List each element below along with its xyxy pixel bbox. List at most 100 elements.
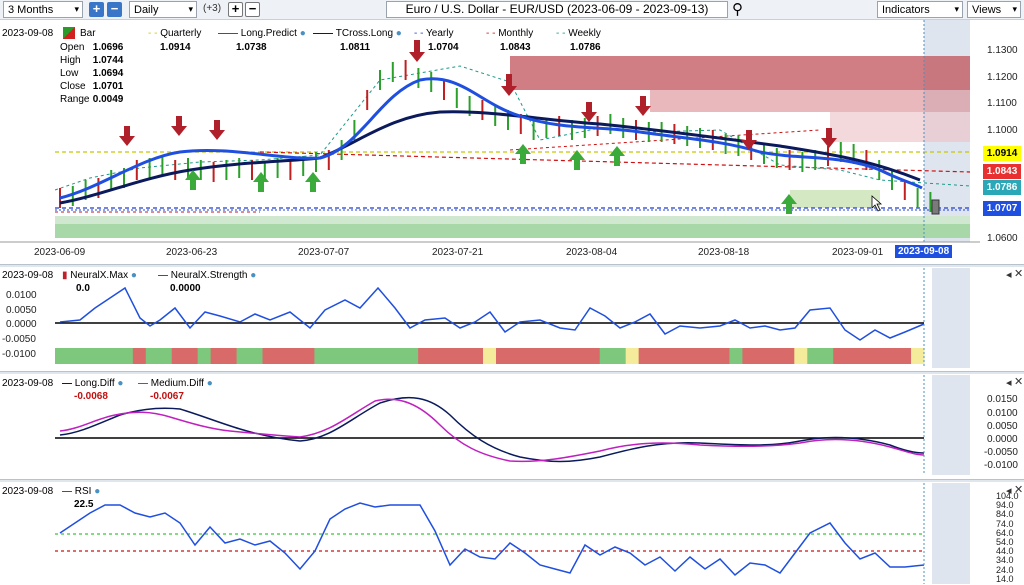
legend-swatch-icon: — bbox=[158, 270, 171, 281]
strength-cell bbox=[521, 348, 536, 364]
period-label: 3 Months bbox=[8, 4, 54, 16]
legend-value-weekly: 1.0786 bbox=[570, 42, 601, 53]
indicators-menu[interactable]: Indicators ▾ bbox=[877, 1, 963, 18]
strength-cell bbox=[781, 348, 795, 364]
strength-cell bbox=[275, 348, 289, 364]
collapse-icon[interactable]: ◂ bbox=[1006, 269, 1012, 281]
y-tick: 64.0 bbox=[996, 527, 1014, 538]
strength-cell bbox=[807, 348, 821, 364]
legend-neuralx-strength[interactable]: — NeuralX.Strength ● bbox=[158, 270, 256, 281]
close-icon[interactable]: ✕ bbox=[1014, 268, 1024, 280]
y-tick: 104.0 bbox=[996, 491, 1019, 501]
strength-cell bbox=[262, 348, 276, 364]
period-select[interactable]: 3 Months ▾ bbox=[3, 1, 83, 18]
close-icon[interactable]: ✕ bbox=[1014, 376, 1024, 388]
diff-chart[interactable] bbox=[0, 375, 1024, 481]
legend-medium-diff[interactable]: — Medium.Diff ● bbox=[138, 378, 213, 389]
collapse-icon[interactable]: ◂ bbox=[1006, 377, 1012, 389]
close-icon[interactable]: ✕ bbox=[1014, 484, 1024, 496]
settings-dot-icon[interactable]: ● bbox=[128, 270, 137, 281]
strength-cell bbox=[80, 348, 95, 364]
legend-rsi[interactable]: — RSI ● bbox=[62, 486, 100, 497]
rsi-chart[interactable] bbox=[0, 483, 1024, 585]
bar-type-icon[interactable] bbox=[63, 27, 75, 39]
legend-tcross-long[interactable]: —— TCross.Long ● bbox=[313, 27, 402, 40]
legend-neuralx-max[interactable]: ▮ NeuralX.Max ● bbox=[62, 270, 137, 281]
price-tag-yearly: 1.0707 bbox=[983, 201, 1021, 216]
y-tick: 0.0000 bbox=[987, 434, 1018, 445]
settings-dot-icon[interactable]: ● bbox=[91, 486, 101, 497]
y-tick: 24.0 bbox=[996, 564, 1014, 575]
strength-cell bbox=[119, 348, 134, 364]
strength-cell bbox=[366, 348, 380, 364]
views-menu[interactable]: Views ▾ bbox=[967, 1, 1021, 18]
ohlc-row: Open 1.0696 bbox=[60, 41, 123, 54]
legend-name: Long.Predict bbox=[240, 28, 297, 39]
zoom-out-button[interactable]: − bbox=[107, 2, 122, 17]
legend-name: Medium.Diff bbox=[150, 378, 204, 389]
y-tick: 84.0 bbox=[996, 509, 1014, 520]
legend-name: Monthly bbox=[498, 28, 534, 39]
legend-swatch-icon: — bbox=[62, 378, 75, 389]
strength-cell bbox=[547, 348, 562, 364]
strength-cell bbox=[301, 348, 315, 364]
y-tick: 1.1300 bbox=[987, 45, 1018, 56]
symbol-title[interactable]: Euro / U.S. Dollar - EUR/USD (2023-06-09… bbox=[386, 1, 728, 18]
legend-yearly: - - Yearly bbox=[414, 27, 453, 40]
settings-dot-icon[interactable]: ● bbox=[393, 28, 402, 39]
views-label: Views bbox=[972, 4, 1002, 16]
bar-label: Bar bbox=[80, 28, 96, 39]
x-tick: 2023-06-23 bbox=[166, 247, 218, 258]
legend-long-diff[interactable]: — Long.Diff ● bbox=[62, 378, 123, 389]
legend-long-predict[interactable]: —— Long.Predict ● bbox=[218, 27, 306, 40]
offset-plus-button[interactable]: + bbox=[228, 2, 243, 17]
strength-cell bbox=[625, 348, 640, 364]
strength-cell bbox=[67, 348, 82, 364]
strength-cell bbox=[132, 348, 147, 364]
search-icon[interactable]: ⚲ bbox=[732, 1, 743, 18]
pane-divider[interactable] bbox=[0, 264, 1024, 267]
strength-cell bbox=[236, 348, 251, 364]
strength-cell bbox=[846, 348, 860, 364]
y-tick: 74.0 bbox=[996, 518, 1014, 529]
legend-swatch-icon: - - bbox=[148, 28, 161, 39]
strength-cell bbox=[794, 348, 808, 364]
pane-divider[interactable] bbox=[0, 479, 1024, 482]
settings-dot-icon[interactable]: ● bbox=[203, 378, 213, 389]
strength-cell bbox=[470, 348, 484, 364]
y-tick: -0.0050 bbox=[984, 447, 1018, 458]
settings-dot-icon[interactable]: ● bbox=[114, 378, 124, 389]
strength-cell bbox=[353, 348, 367, 364]
price-chart[interactable] bbox=[0, 20, 1024, 264]
strength-cell bbox=[833, 348, 847, 364]
collapse-icon[interactable]: ◂ bbox=[1006, 485, 1012, 497]
pane-divider[interactable] bbox=[0, 371, 1024, 374]
indicators-label: Indicators bbox=[882, 4, 930, 16]
strength-cell bbox=[184, 348, 199, 364]
y-tick: 1.1000 bbox=[987, 125, 1018, 136]
settings-dot-icon[interactable]: ● bbox=[296, 28, 306, 39]
interval-select[interactable]: Daily ▾ bbox=[129, 1, 197, 18]
y-tick: 1.1200 bbox=[987, 72, 1018, 83]
long-diff-value: -0.0068 bbox=[74, 391, 108, 402]
y-tick: 0.0100 bbox=[987, 408, 1018, 419]
diff-date: 2023-09-08 bbox=[2, 378, 54, 389]
legend-value-monthly: 1.0843 bbox=[500, 42, 531, 53]
neuralx-chart[interactable] bbox=[0, 268, 1024, 372]
ohlc-label: Open bbox=[60, 42, 85, 53]
settings-dot-icon[interactable]: ● bbox=[247, 270, 257, 281]
legend-quarterly: - - Quarterly bbox=[148, 27, 201, 40]
strength-cell bbox=[664, 348, 679, 364]
offset-minus-button[interactable]: − bbox=[245, 2, 260, 17]
zoom-in-button[interactable]: + bbox=[89, 2, 104, 17]
strength-cell bbox=[210, 348, 225, 364]
y-tick: 34.0 bbox=[996, 555, 1014, 566]
strength-cell bbox=[444, 348, 458, 364]
strength-cell bbox=[106, 348, 121, 364]
strength-cell bbox=[93, 348, 108, 364]
strength-cell bbox=[495, 348, 510, 364]
strength-cell bbox=[872, 348, 886, 364]
strength-cell bbox=[729, 348, 743, 364]
legend-name: Weekly bbox=[568, 28, 601, 39]
strength-cell bbox=[651, 348, 666, 364]
